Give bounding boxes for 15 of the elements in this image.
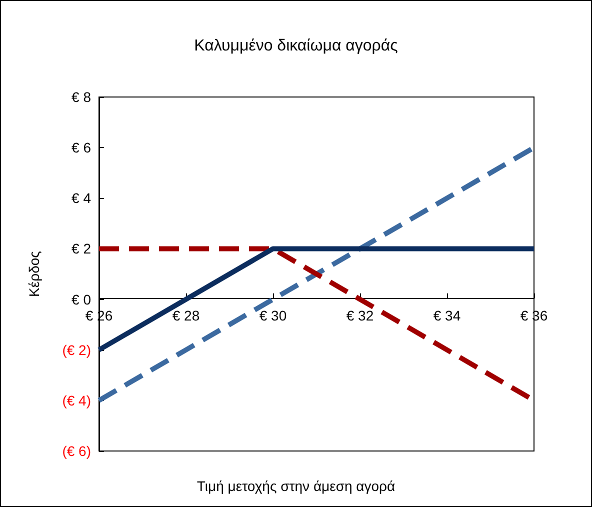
x-axis-title: Τιμή μετοχής στην άμεση αγορά bbox=[196, 478, 396, 494]
y-tick-label: (€ 6) bbox=[62, 443, 91, 459]
y-tick-label: € 2 bbox=[72, 240, 92, 257]
y-tick-label: € 8 bbox=[72, 89, 92, 105]
x-tick-label: € 28 bbox=[172, 307, 200, 324]
y-axis-title: Κέρδος bbox=[26, 250, 42, 297]
y-tick-label: € 6 bbox=[72, 140, 92, 156]
y-tick-label: (€ 4) bbox=[62, 392, 91, 408]
y-tick-label: € 4 bbox=[72, 190, 92, 206]
chart-title: Καλυμμένο δικαίωμα αγοράς bbox=[194, 38, 398, 54]
y-tick-label: (€ 2) bbox=[62, 342, 91, 358]
y-tick-label: € 0 bbox=[72, 291, 92, 308]
x-tick-label: € 32 bbox=[346, 307, 374, 324]
x-tick-label: € 34 bbox=[433, 307, 461, 324]
x-tick-label: € 30 bbox=[259, 307, 287, 324]
